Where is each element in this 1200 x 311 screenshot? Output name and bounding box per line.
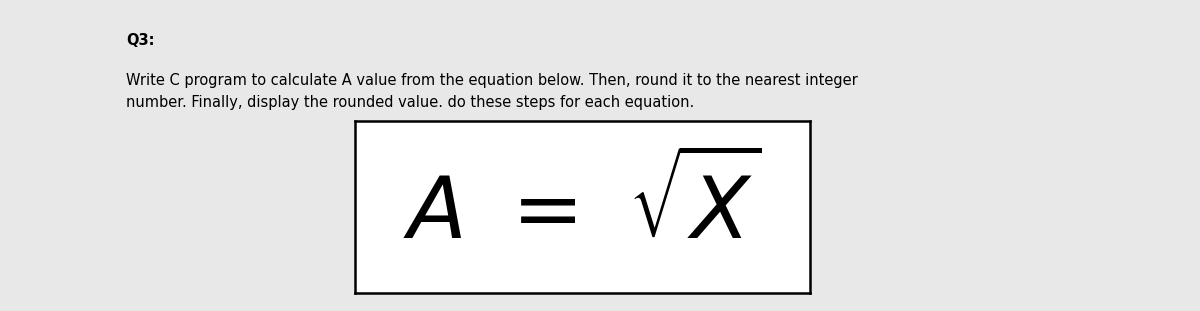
Text: Q3:: Q3: — [126, 33, 155, 48]
Text: $A\ =\ \sqrt{X}$: $A\ =\ \sqrt{X}$ — [403, 157, 762, 257]
Text: Write C program to calculate A value from the equation below. Then, round it to : Write C program to calculate A value fro… — [126, 73, 858, 110]
